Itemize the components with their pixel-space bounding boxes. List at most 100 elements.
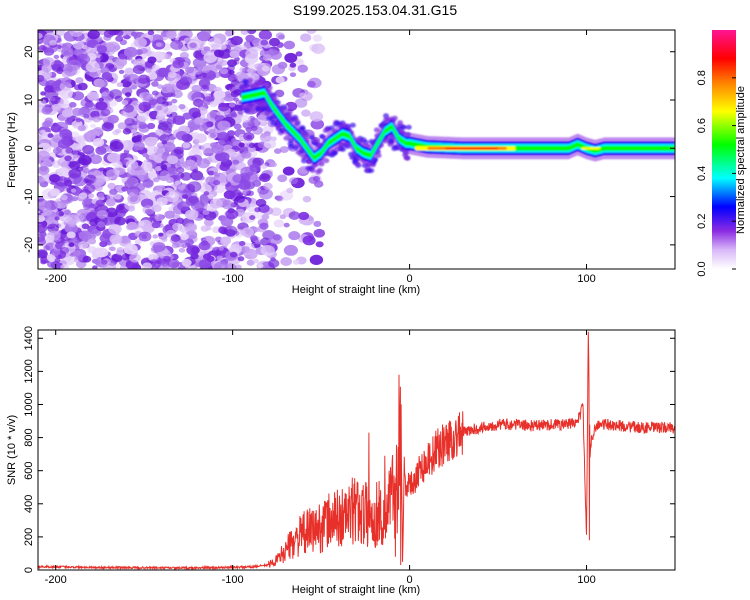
spectral-noise-blob [70, 188, 77, 193]
spectral-noise-blob [209, 101, 218, 108]
spectral-noise-blob [312, 34, 323, 42]
ridge-halo-blob [339, 146, 346, 152]
spectral-noise-blob [122, 128, 132, 135]
ridge-halo-blob [319, 134, 326, 140]
spectral-noise-blob [108, 99, 118, 107]
spectral-noise-blob [166, 155, 179, 165]
spectral-noise-blob [262, 244, 272, 253]
spectral-noise-blob [202, 209, 210, 216]
spectral-noise-blob [273, 219, 285, 228]
spectral-noise-blob [238, 142, 245, 148]
spectral-noise-blob [261, 65, 270, 72]
colorbar-label: Normalized spectral amplitude [735, 86, 747, 234]
spectral-noise-blob [306, 80, 316, 88]
ridge-halo-blob [309, 167, 316, 173]
spectral-noise-blob [246, 259, 255, 266]
spectral-noise-blob [233, 97, 239, 102]
spectral-noise-blob [54, 216, 60, 221]
spectral-noise-blob [309, 254, 324, 265]
spectral-noise-blob [61, 47, 74, 57]
spectral-noise-blob [210, 43, 219, 50]
spectral-noise-blob [311, 43, 326, 54]
spectral-noise-blob [182, 112, 192, 120]
spectral-noise-blob [234, 264, 242, 269]
ridge-halo-blob [287, 108, 294, 114]
spectral-noise-blob [123, 104, 135, 113]
spectral-noise-blob [207, 170, 215, 176]
spectral-noise-blob [187, 181, 202, 193]
spectral-noise-blob [261, 214, 270, 220]
colorbar-tick-label: 0.6 [696, 118, 708, 133]
spectral-noise-blob [38, 33, 43, 39]
spectral-noise-blob [178, 247, 186, 253]
spectral-noise-blob [289, 62, 297, 68]
snr-x-ticks: -200 -100 0 100 [45, 330, 596, 586]
spectral-noise-blob [38, 165, 50, 176]
spectral-noise-blob [96, 101, 108, 111]
spectral-noise-blob [56, 68, 64, 75]
spectral-noise-blob [38, 196, 45, 203]
spectral-noise-blob [172, 222, 183, 231]
spectral-noise-blob [77, 82, 88, 91]
ridge-halo-blob [404, 155, 411, 161]
snr-x-label: Height of straight line (km) [292, 584, 420, 596]
spectrogram-y-ticks: -20 -10 0 10 20 [23, 46, 675, 253]
spectral-noise-blob [179, 233, 189, 241]
spectral-noise-blob [181, 194, 189, 199]
spectral-noise-blob [87, 237, 97, 245]
spectral-noise-blob [138, 101, 152, 112]
spectral-noise-blob [99, 54, 108, 62]
spectral-noise-blob [180, 172, 192, 181]
spectral-noise-blob [38, 130, 45, 137]
ridge-halo-blob [246, 106, 253, 112]
spectral-noise-blob [136, 112, 149, 122]
spectral-noise-blob [208, 129, 216, 135]
spectral-noise-blob [279, 146, 289, 153]
spectral-noise-blob [38, 177, 46, 183]
ridge-halo-blob [354, 161, 361, 167]
spectral-noise-blob [220, 236, 232, 245]
spectral-noise-blob [121, 253, 132, 261]
spectral-noise-blob [92, 116, 101, 123]
spectral-noise-blob [84, 174, 97, 185]
spectral-noise-blob [88, 193, 95, 199]
spectral-noise-blob [198, 259, 212, 269]
spectral-noise-blob [212, 171, 219, 176]
spectral-noise-blob [155, 30, 164, 34]
spectral-noise-blob [130, 31, 138, 37]
spectral-noise-blob [284, 52, 298, 63]
y-tick-label: 200 [23, 528, 35, 546]
spectral-noise-blob [68, 242, 75, 247]
spectral-noise-blob [179, 51, 189, 59]
spectral-noise-blob [74, 213, 85, 222]
spectral-noise-blob [283, 222, 290, 228]
spectral-noise-blob [104, 219, 113, 226]
ridge-halo-blob [373, 127, 380, 133]
spectral-noise-blob [61, 109, 73, 118]
spectrogram-x-label: Height of straight line (km) [292, 284, 420, 296]
spectral-noise-blob [312, 175, 321, 182]
ridge-halo-blob [247, 77, 254, 83]
spectral-noise-blob [175, 217, 185, 225]
spectral-noise-blob [278, 34, 285, 40]
spectral-noise-blob [295, 51, 303, 57]
spectral-noise-blob [90, 123, 96, 129]
spectral-noise-blob [93, 169, 101, 176]
spectral-noise-blob [178, 103, 186, 110]
spectral-noise-blob [237, 256, 245, 262]
spectral-noise-blob [263, 139, 277, 149]
spectral-noise-blob [216, 255, 224, 261]
colorbar-gradient [712, 30, 736, 269]
spectral-noise-blob [171, 242, 180, 249]
spectral-noise-blob [250, 235, 258, 242]
spectral-noise-blob [224, 84, 233, 90]
spectral-noise-blob [246, 30, 257, 35]
x-tick-label: -200 [45, 574, 67, 586]
spectral-noise-blob [151, 90, 159, 96]
spectral-noise-blob [142, 93, 154, 102]
spectral-noise-blob [117, 122, 127, 130]
spectral-noise-blob [198, 241, 211, 251]
spectral-noise-blob [167, 104, 178, 113]
spectral-noise-blob [44, 200, 58, 211]
spectral-noise-blob [302, 235, 316, 246]
